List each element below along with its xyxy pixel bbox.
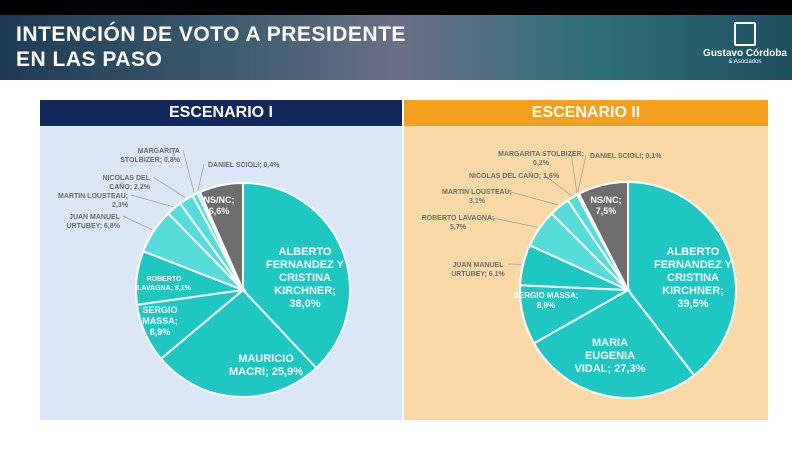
leader-line bbox=[506, 190, 559, 206]
leader-line bbox=[130, 194, 173, 208]
slice-label: NS/NC; 6,6% bbox=[204, 195, 235, 216]
scenario-1-panel: ESCENARIO I ALBERTO FERNANDEZ Y CRISTINA KI… bbox=[40, 100, 402, 420]
pie-slice bbox=[627, 180, 737, 377]
leader-line bbox=[543, 174, 572, 196]
logo-name: Gustavo Córdoba bbox=[703, 48, 787, 59]
leader-line bbox=[152, 176, 186, 198]
slice-label: JUAN MANUEL URTUBEY; 6,1% bbox=[451, 262, 505, 278]
slice-label: ROBERTO LAVAGNA; 8,1% bbox=[137, 276, 192, 292]
slice-label: MARTIN LOUSTEAU; 2,3% bbox=[58, 193, 129, 209]
slice-label: ALBERTO FERNANDEZ Y CRISTINA KIRCHNER; 38,0% bbox=[266, 246, 345, 310]
header-banner bbox=[0, 15, 792, 80]
slice-label: MARGARITA STOLBIZER; 0,2% bbox=[498, 151, 584, 167]
slice-label: MARTIN LOUSTEAU; 3,1% bbox=[442, 189, 512, 205]
title-line-1: INTENCIÓN DE VOTO A PRESIDENTE bbox=[16, 23, 406, 46]
leader-line bbox=[487, 216, 538, 228]
page-title: INTENCIÓN DE VOTO A PRESIDENTE EN LAS PA… bbox=[16, 22, 406, 72]
pie-slice bbox=[532, 288, 696, 399]
top-bar bbox=[0, 0, 792, 15]
slice-label: SERGIO MASSA; 8,9% bbox=[142, 305, 178, 337]
slice-label: NICOLAS DEL CAÑO; 2,2% bbox=[103, 175, 151, 191]
title-line-2: EN LAS PASO bbox=[16, 48, 163, 71]
leader-line bbox=[182, 149, 195, 193]
logo-icon bbox=[734, 22, 756, 46]
slice-label: DANIEL SCIOLI; 0,1% bbox=[590, 153, 662, 160]
slice-label: NICOLAS DEL CAÑO; 1,6% bbox=[469, 171, 560, 180]
scenario-2-panel: ESCENARIO II ALBERTO FERNANDEZ Y CRISTINA K… bbox=[404, 100, 768, 420]
leader-line bbox=[122, 215, 153, 231]
scenario-1-title: ESCENARIO I bbox=[40, 100, 402, 126]
slice-label: ROBERTO LAVAGNA; 5,7% bbox=[422, 215, 495, 231]
leader-line bbox=[197, 163, 205, 191]
slice-label: JUAN MANUEL URTUBEY; 6,8% bbox=[66, 214, 120, 230]
slice-label: MAURICIO MACRI; 25,9% bbox=[229, 353, 303, 378]
leader-line bbox=[570, 152, 578, 193]
slice-label: DANIEL SCIOLI; 0,4% bbox=[208, 162, 280, 169]
scenario-1-pie: ALBERTO FERNANDEZ Y CRISTINA KIRCHNER; 38,0%… bbox=[58, 148, 351, 398]
slice-label: SERGIO MASSA; 8,9% bbox=[514, 291, 579, 310]
slice-label: ALBERTO FERNANDEZ Y CRISTINA KIRCHNER; 39,5% bbox=[654, 246, 733, 310]
pie-slice bbox=[198, 181, 244, 291]
scenario-2-title: ESCENARIO II bbox=[404, 100, 768, 126]
slice-label: NS/NC; 7,5% bbox=[591, 195, 622, 216]
pie-slice bbox=[577, 180, 629, 291]
logo-sub: & Asociados bbox=[728, 59, 762, 65]
slice-label: MARIA EUGENIA VIDAL; 27,3% bbox=[575, 337, 646, 375]
scenario-2-pie: ALBERTO FERNANDEZ Y CRISTINA KIRCHNER; 39,5%… bbox=[422, 151, 737, 399]
pie-slice bbox=[159, 288, 318, 398]
pie-slice bbox=[242, 181, 351, 370]
logo: Gustavo Córdoba & Asociados bbox=[700, 22, 790, 65]
leader-line bbox=[577, 154, 587, 193]
slice-label: MARGARITA STOLBIZER; 0,8% bbox=[120, 148, 181, 164]
